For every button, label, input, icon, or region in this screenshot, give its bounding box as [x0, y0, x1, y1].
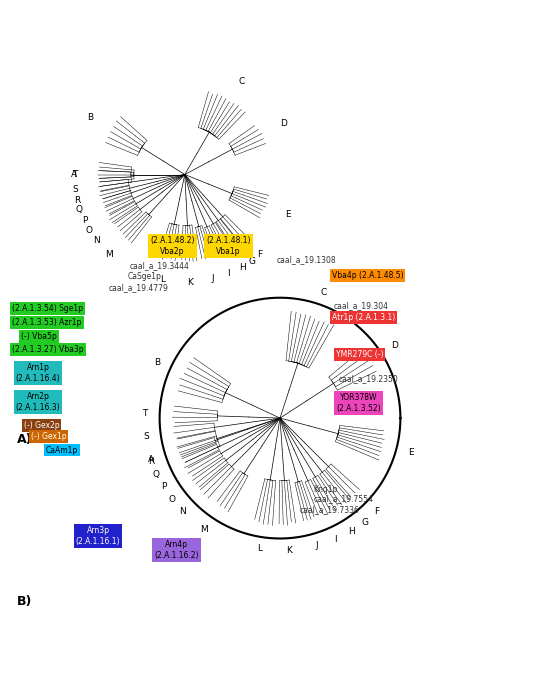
- Text: J: J: [211, 274, 214, 283]
- Text: Vba4p (2.A.1.48.5): Vba4p (2.A.1.48.5): [332, 271, 403, 279]
- Text: O: O: [85, 225, 92, 234]
- Text: (2.A.1.3.53) Azr1p: (2.A.1.3.53) Azr1p: [12, 319, 82, 327]
- Text: CaSge1p: CaSge1p: [128, 273, 161, 282]
- Text: E: E: [284, 210, 291, 219]
- Text: D: D: [391, 341, 398, 351]
- Text: caal_a_19.4779: caal_a_19.4779: [109, 283, 169, 292]
- Text: P: P: [82, 216, 87, 225]
- Text: CaAm1p: CaAm1p: [46, 445, 78, 455]
- Text: G: G: [362, 518, 368, 527]
- Text: G: G: [248, 257, 255, 266]
- Text: YMR279C (-): YMR279C (-): [336, 350, 384, 360]
- Text: N: N: [93, 236, 100, 245]
- Text: (2.A.1.48.2)
Vba2p: (2.A.1.48.2) Vba2p: [150, 236, 195, 256]
- Text: K: K: [188, 277, 193, 286]
- Text: F: F: [374, 508, 379, 516]
- Text: F: F: [257, 250, 262, 259]
- Text: A: A: [71, 170, 77, 179]
- Text: YOR378W
(2.A.1.3.52): YOR378W (2.A.1.3.52): [336, 393, 381, 413]
- Text: caal_a_19.3444: caal_a_19.3444: [130, 261, 189, 270]
- Text: L: L: [160, 275, 165, 284]
- Text: Atr1p (2.A.1.3.1): Atr1p (2.A.1.3.1): [332, 313, 395, 322]
- Text: N: N: [180, 508, 186, 516]
- Text: S: S: [143, 432, 149, 441]
- Text: R: R: [148, 457, 155, 466]
- Text: A): A): [17, 433, 32, 446]
- Text: (-) Gex1p: (-) Gex1p: [31, 432, 67, 441]
- Text: Arn1p
(2.A.1.16.4): Arn1p (2.A.1.16.4): [16, 362, 60, 383]
- Text: P: P: [161, 482, 166, 491]
- Text: caal_a_19.7336: caal_a_19.7336: [300, 505, 360, 514]
- Text: O: O: [169, 495, 176, 504]
- Text: I: I: [227, 269, 230, 278]
- Text: T: T: [142, 409, 148, 418]
- Text: caal_a_19.2350: caal_a_19.2350: [339, 375, 399, 384]
- Text: L: L: [257, 545, 262, 553]
- Text: M: M: [105, 250, 113, 259]
- Text: caal_a_19.7554: caal_a_19.7554: [314, 494, 374, 503]
- Text: C: C: [321, 288, 327, 297]
- Text: Arn2p
(2.A.1.16.3): Arn2p (2.A.1.16.3): [16, 392, 60, 412]
- Text: R: R: [74, 196, 80, 205]
- Text: E: E: [408, 448, 413, 457]
- Text: B: B: [154, 358, 160, 366]
- Text: caal_a_19.1308: caal_a_19.1308: [277, 255, 337, 264]
- Text: M: M: [200, 525, 208, 534]
- Text: (2.A.1.48.1)
Vba1p: (2.A.1.48.1) Vba1p: [206, 236, 251, 256]
- Text: (-) Vba5p: (-) Vba5p: [21, 332, 57, 341]
- Text: caal_a_19.304: caal_a_19.304: [333, 301, 388, 310]
- Text: J: J: [315, 541, 318, 550]
- Text: H: H: [348, 527, 355, 536]
- Text: H: H: [239, 263, 245, 273]
- Text: (2.A.1.3.54) Sge1p: (2.A.1.3.54) Sge1p: [12, 304, 83, 314]
- Text: T: T: [72, 170, 77, 179]
- Text: B): B): [17, 595, 32, 608]
- Text: Arn3p
(2.A.1.16.1): Arn3p (2.A.1.16.1): [76, 525, 120, 546]
- Text: B: B: [87, 113, 94, 122]
- Text: I: I: [334, 534, 337, 544]
- Text: (2.A.1.3.27) Vba3p: (2.A.1.3.27) Vba3p: [12, 345, 84, 353]
- Text: Knq1p: Knq1p: [314, 485, 338, 494]
- Text: D: D: [280, 119, 287, 128]
- Text: Arn4p
(2.A.1.16.2): Arn4p (2.A.1.16.2): [154, 540, 199, 560]
- Text: K: K: [286, 546, 292, 555]
- Text: S: S: [72, 185, 78, 194]
- Text: C: C: [239, 77, 245, 86]
- Text: Q: Q: [76, 205, 83, 214]
- Text: Q: Q: [153, 470, 160, 479]
- Text: A: A: [148, 455, 154, 464]
- Text: (-) Gex2p: (-) Gex2p: [24, 421, 59, 430]
